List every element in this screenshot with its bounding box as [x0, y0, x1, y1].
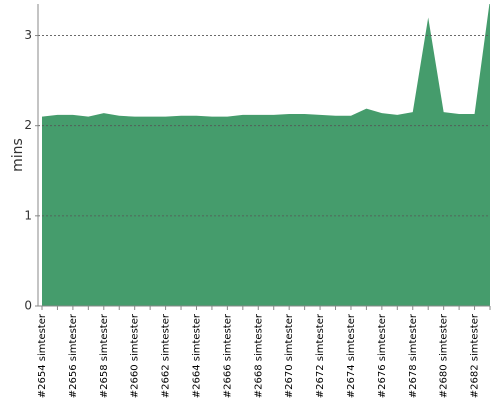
x-tick-label: #2666 simtester [222, 313, 233, 398]
area [42, 4, 490, 306]
x-tick-label: #2660 simtester [130, 313, 141, 398]
x-tick-label: #2680 simtester [439, 313, 450, 398]
x-tick-label: #2662 simtester [161, 313, 172, 398]
x-tick-label: #2664 simtester [191, 313, 202, 398]
y-tick-label: 2 [24, 118, 32, 132]
y-tick-label: 0 [24, 299, 32, 313]
y-tick-label: 1 [24, 208, 32, 222]
x-tick-label: #2668 simtester [253, 313, 264, 398]
x-tick-label: #2676 simtester [377, 313, 388, 398]
x-tick-label: #2672 simtester [315, 313, 326, 398]
x-tick-label: #2658 simtester [99, 313, 110, 398]
x-tick-label: #2678 simtester [408, 313, 419, 398]
y-axis-label: mins [10, 138, 26, 172]
x-tick-label: #2654 simtester [37, 313, 48, 398]
x-tick-label: #2674 simtester [346, 313, 357, 398]
x-tick-label: #2670 simtester [284, 313, 295, 398]
x-tick-label: #2656 simtester [68, 313, 79, 398]
x-tick-label: #2682 simtester [470, 313, 481, 398]
y-tick-label: 3 [24, 28, 32, 42]
